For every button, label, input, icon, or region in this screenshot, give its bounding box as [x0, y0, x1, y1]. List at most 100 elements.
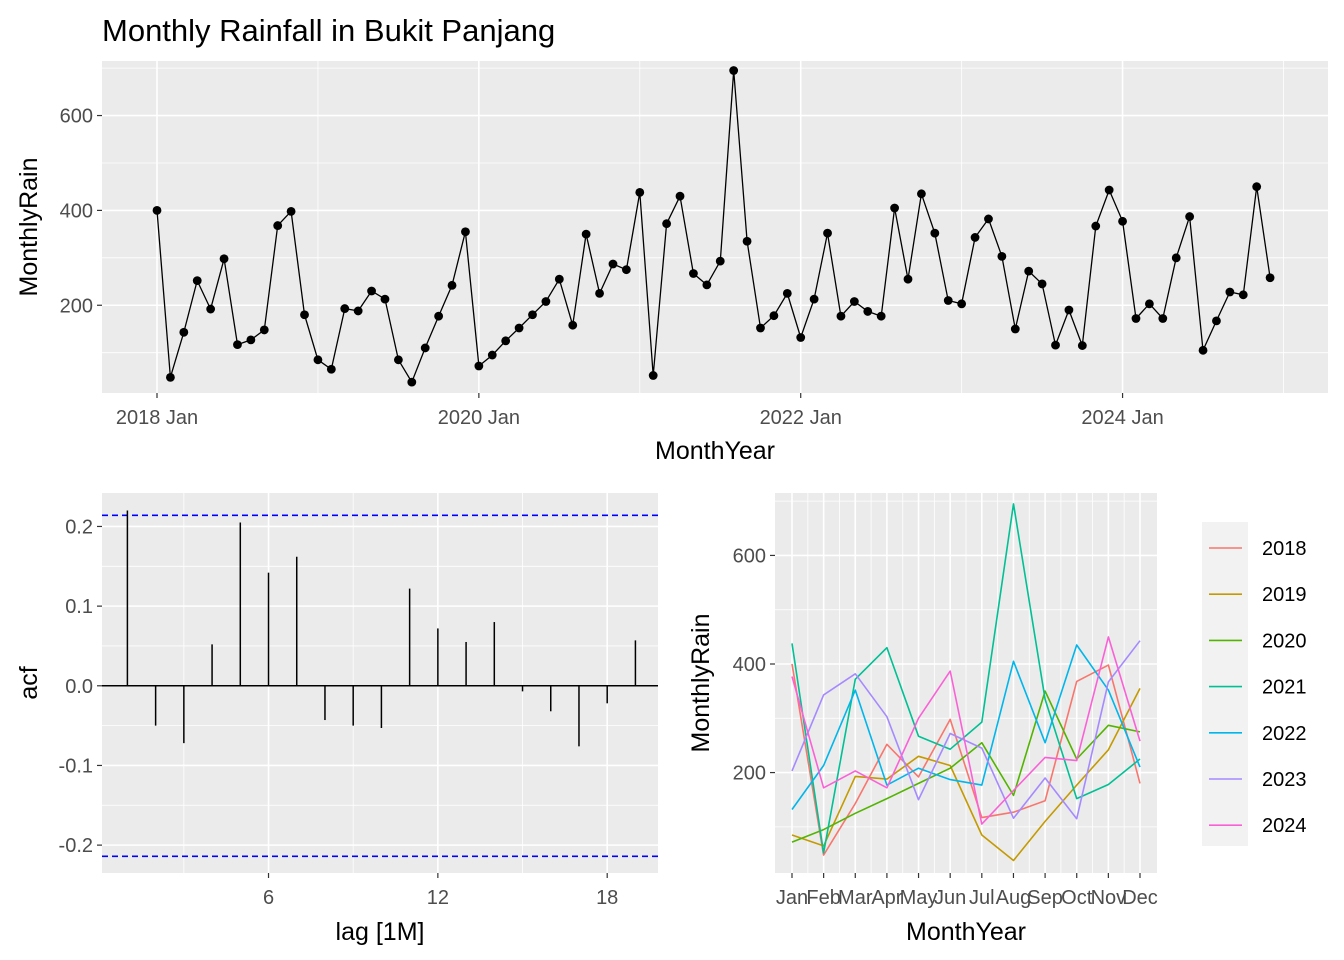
acf-y-tick-label: 0.1 [65, 596, 93, 618]
rainfall-point [769, 311, 779, 321]
rainfall-point [1077, 341, 1087, 350]
acf-y-tick-label: 0.0 [65, 676, 93, 698]
seasonal-x-tick-label: Sep [1027, 887, 1063, 909]
rainfall-point [554, 274, 564, 284]
rainfall-point [528, 310, 537, 320]
rainfall-point [689, 269, 698, 278]
rainfall-point [1265, 273, 1275, 283]
rainfall-point [715, 256, 725, 266]
acf-y-tick-label: -0.2 [59, 835, 93, 857]
seasonal-x-tick-label: Jul [969, 887, 995, 909]
rainfall-point [782, 289, 792, 298]
rainfall-point [997, 252, 1007, 261]
seasonal-x-tick-label: Aug [996, 887, 1032, 909]
rainfall-point [313, 355, 323, 365]
rainfall-point [595, 289, 604, 298]
seasonal-x-tick-label: Nov [1091, 887, 1127, 909]
rainfall-point [300, 310, 309, 320]
seasonal-x-tick-label: Jun [934, 887, 966, 909]
seasonal-x-tick-label: Dec [1122, 887, 1158, 909]
rainfall-point [809, 294, 819, 304]
rainfall-line [156, 70, 1271, 384]
rainfall-point [702, 280, 712, 290]
rainfall-point [152, 206, 162, 215]
acf-x-tick-label: 12 [427, 887, 449, 909]
rainfall-point [461, 227, 470, 237]
seasonal-y-axis-title: MonthlyRain [687, 614, 715, 753]
rainfall-point [1010, 324, 1020, 334]
rainfall-point [742, 236, 752, 246]
seasonal-series [791, 503, 1141, 862]
rainfall-point [474, 361, 484, 371]
legend-label-2022: 2022 [1262, 723, 1307, 745]
timeseries-series [152, 66, 1275, 387]
rainfall-point [1104, 185, 1114, 195]
seasonal-y-tick-label: 600 [733, 545, 766, 567]
rainfall-point [166, 372, 175, 382]
rainfall-point [1144, 299, 1154, 309]
rainfall-point [849, 297, 859, 306]
seasonal-line-2023 [791, 640, 1141, 820]
ts-x-tick-label: 2022 Jan [760, 407, 842, 429]
rainfall-point [662, 219, 672, 229]
rainfall-point [836, 311, 846, 321]
rainfall-point [1212, 316, 1221, 326]
rainfall-point [514, 323, 524, 333]
ts-x-tick-label: 2020 Jan [438, 407, 520, 429]
acf-bars [102, 510, 658, 858]
rainfall-point [729, 66, 739, 75]
rainfall-point [943, 296, 953, 305]
rainfall-point [326, 364, 336, 374]
seasonal-x-tick-label: May [900, 887, 938, 909]
rainfall-point [1198, 345, 1208, 355]
seasonal-x-tick-label: Oct [1061, 887, 1093, 909]
acf-x-tick-label: 18 [596, 887, 618, 909]
rainfall-point [393, 355, 403, 365]
seasonal-line-2018 [791, 663, 1141, 856]
legend-label-2020: 2020 [1262, 630, 1307, 652]
seasonal-y-tick-label: 400 [733, 654, 766, 676]
rainfall-point [1171, 253, 1181, 263]
ts-y-tick-label: 600 [60, 106, 93, 128]
rainfall-point [487, 350, 497, 360]
rainfall-point [1225, 287, 1235, 297]
timeseries-x-axis-title: MonthYear [655, 437, 775, 465]
rainfall-point [1252, 182, 1262, 192]
seasonal-gridlines [775, 493, 1157, 873]
rainfall-point [970, 233, 980, 242]
rainfall-point [1037, 279, 1047, 289]
rainfall-point [219, 254, 229, 264]
seasonal-x-axis-title: MonthYear [906, 918, 1026, 946]
rainfall-point [1118, 216, 1127, 226]
seasonal-line-2019 [791, 688, 1141, 862]
seasonal-x-tick-label: Feb [806, 887, 840, 909]
rainfall-point [863, 307, 873, 316]
acf-y-tick-label: -0.1 [59, 755, 93, 777]
legend-label-2018: 2018 [1262, 538, 1307, 560]
plot-title: Monthly Rainfall in Bukit Panjang [102, 13, 555, 48]
rainfall-point [273, 221, 283, 230]
legend-label-2019: 2019 [1262, 584, 1307, 606]
rainfall-point [420, 343, 430, 353]
rainfall-point [192, 276, 202, 285]
rainfall-point [407, 377, 417, 387]
acf-gridlines [102, 493, 658, 873]
seasonal-legend: 2018 2019 2020 2021 2022 2023 2024 [1202, 522, 1307, 846]
rainfall-point [984, 214, 993, 224]
rainfall-point [635, 187, 645, 197]
acf-panel [102, 493, 658, 873]
seasonal-line-2020 [791, 690, 1141, 843]
rainfall-point [367, 286, 376, 296]
seasonal-panel [775, 493, 1157, 873]
acf-y-tick-label: 0.2 [65, 516, 93, 538]
seasonal-x-tick-label: Mar [838, 887, 873, 909]
rainfall-point [541, 297, 551, 306]
rainfall-point [1064, 305, 1074, 315]
rainfall-point [1131, 314, 1141, 323]
rainfall-point [568, 320, 578, 330]
rainfall-point [890, 203, 899, 213]
rainfall-point [447, 280, 457, 290]
rainfall-point [206, 304, 216, 314]
rainfall-point [434, 311, 444, 321]
